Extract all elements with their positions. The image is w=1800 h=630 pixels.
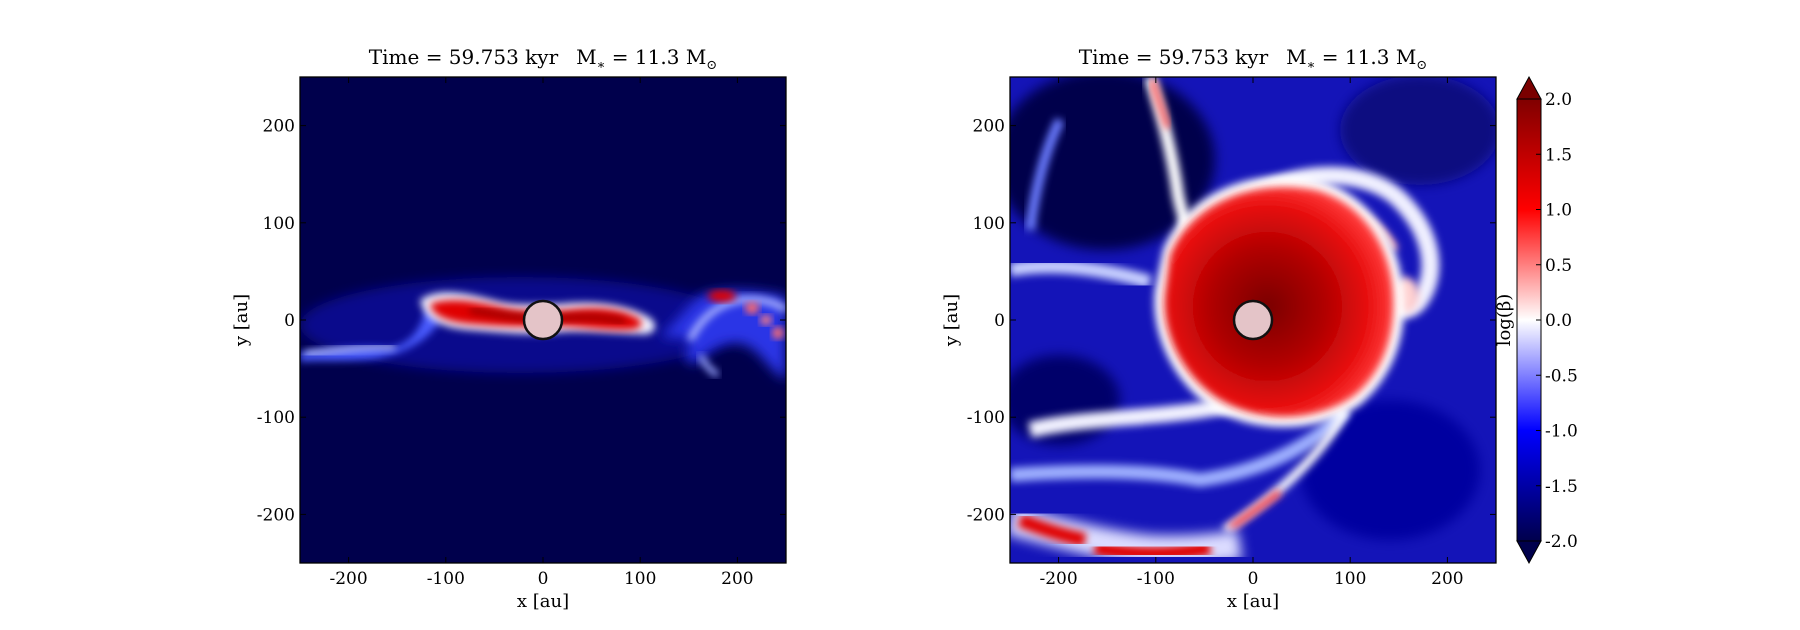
colorbar-extend-top	[1516, 75, 1542, 100]
colorbar-ticks: -2.0 -1.5 -1.0 -0.5 0.0 0.5 1.0 1.5 2.0	[1536, 90, 1578, 552]
left-xlabel: x [au]	[517, 591, 569, 612]
right-xlabel: x [au]	[1227, 591, 1279, 612]
left-ytick-label: 0	[284, 311, 295, 331]
right-ytick-label: 0	[994, 311, 1005, 331]
left-ytick-label: 100	[263, 214, 295, 234]
left-xtick-label: -200	[329, 569, 367, 589]
right-xtick-label: -200	[1039, 569, 1077, 589]
right-ylabel: y [au]	[941, 294, 962, 347]
colorbar-tick-label: 0.0	[1545, 311, 1572, 331]
left-panel: Time = 59.753 kyr M∗ = 11.3 M⊙	[231, 45, 787, 612]
left-ytick-label: -100	[257, 408, 295, 428]
right-ytick-label: 200	[973, 117, 1005, 137]
left-ylabel: y [au]	[231, 294, 252, 347]
left-ytick-label: 200	[263, 117, 295, 137]
right-panel-title: Time = 59.753 kyr M∗ = 11.3 M⊙	[1079, 45, 1427, 73]
left-ytick-label: -200	[257, 505, 295, 525]
colorbar-tick-label: -0.5	[1545, 366, 1578, 386]
colorbar-tick-label: 1.5	[1545, 145, 1572, 165]
right-xtick-label: 200	[1431, 569, 1463, 589]
colorbar-tick-label: 2.0	[1545, 90, 1572, 110]
right-ytick-label: -100	[967, 408, 1005, 428]
right-sink-particle	[1232, 299, 1274, 341]
right-xtick-label: 0	[1248, 569, 1259, 589]
right-ytick-label: 100	[973, 214, 1005, 234]
colorbar-tick-label: -1.5	[1545, 477, 1578, 497]
colorbar-tick-label: 1.0	[1545, 201, 1572, 221]
left-xtick-label: 100	[624, 569, 656, 589]
colorbar-extend-bottom	[1516, 540, 1542, 565]
right-xtick-label: 100	[1334, 569, 1366, 589]
left-xtick-label: 200	[721, 569, 753, 589]
left-axis-ticks: -200 -100 0 100 200 -200 -100 0 100 200	[257, 77, 786, 589]
colorbar: -2.0 -1.5 -1.0 -0.5 0.0 0.5 1.0 1.5 2.0 log(β)	[1494, 75, 1578, 565]
colorbar-tick-label: -2.0	[1545, 532, 1578, 552]
right-heatmap	[1010, 77, 1496, 563]
left-sink-particle	[522, 299, 564, 341]
left-xtick-label: -100	[427, 569, 465, 589]
left-field-structures	[300, 277, 786, 380]
right-panel: Time = 59.753 kyr M∗ = 11.3 M⊙	[941, 45, 1497, 612]
right-axis-ticks: -200 -100 0 100 200 -200 -100 0 100 200	[967, 77, 1496, 589]
right-ytick-label: -200	[967, 505, 1005, 525]
colorbar-tick-label: -1.0	[1545, 422, 1578, 442]
left-panel-title: Time = 59.753 kyr M∗ = 11.3 M⊙	[369, 45, 717, 73]
colorbar-tick-label: 0.5	[1545, 256, 1572, 276]
right-xtick-label: -100	[1137, 569, 1175, 589]
colorbar-label: log(β)	[1494, 294, 1515, 347]
left-xtick-label: 0	[538, 569, 549, 589]
right-field-structures	[1010, 77, 1496, 563]
left-heatmap	[300, 77, 786, 563]
